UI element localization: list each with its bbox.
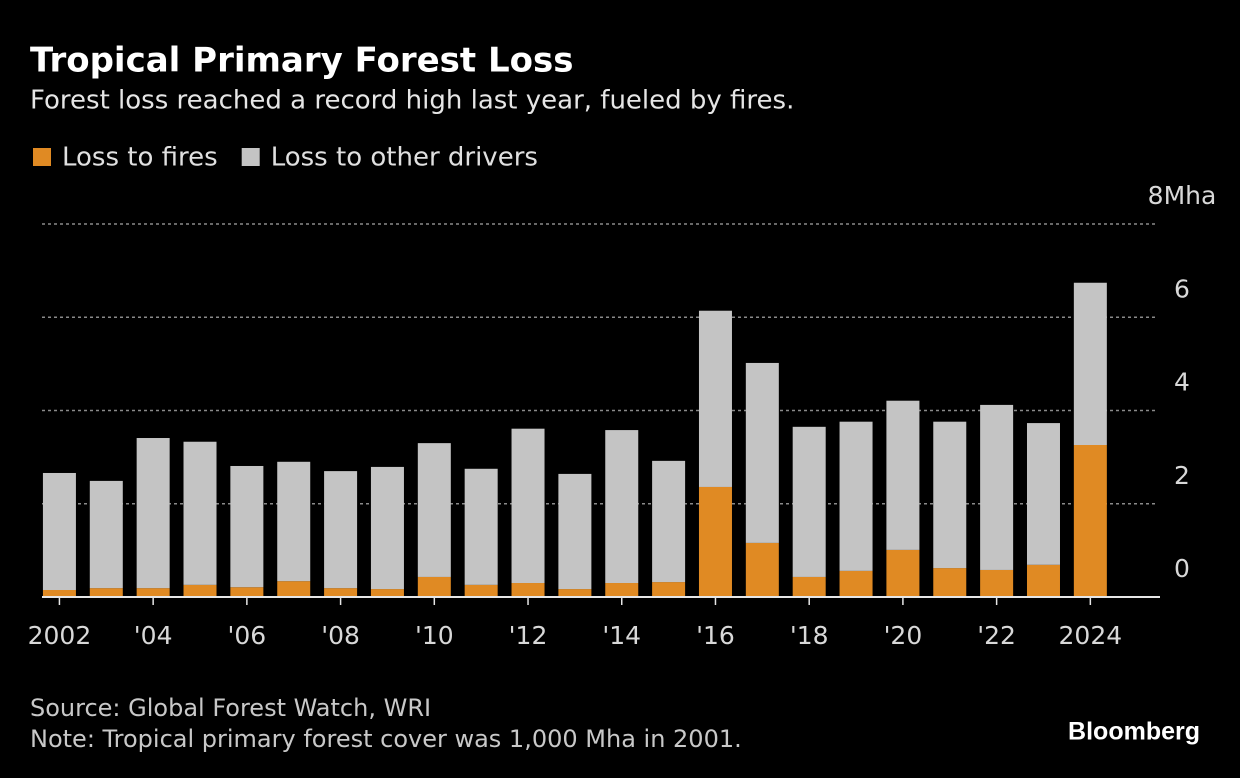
bar-segment: [558, 473, 592, 590]
bar-segment: [370, 589, 404, 597]
bar-segment: [417, 443, 451, 577]
x-tick-label: 2002: [28, 621, 92, 650]
x-tick-label: '08: [321, 621, 360, 650]
legend-swatch: [241, 148, 260, 166]
source: Source: Global Forest Watch, WRI: [30, 694, 431, 722]
bar-segment: [230, 465, 264, 588]
bar-segment: [511, 428, 545, 584]
bar-segment: [1026, 423, 1060, 565]
y-tick-label: 4: [1174, 368, 1190, 397]
x-tick-label: 2024: [1059, 621, 1123, 650]
bar-segment: [792, 426, 826, 577]
bar-segment: [652, 582, 686, 597]
x-tick-label: '22: [977, 621, 1016, 650]
bar-segment: [605, 430, 639, 584]
x-tick-label: '10: [415, 621, 454, 650]
bar-segment: [42, 472, 76, 591]
bar-segment: [464, 584, 498, 597]
bar-segment: [980, 404, 1014, 570]
brand-logo: Bloomberg: [1068, 718, 1200, 746]
bar-segment: [792, 576, 826, 597]
bar-segment: [183, 584, 217, 597]
y-tick-label: 0: [1174, 554, 1190, 583]
bar-segment: [277, 581, 311, 597]
chart-subtitle: Forest loss reached a record high last y…: [30, 86, 794, 116]
bar-segment: [933, 568, 967, 597]
y-tick-label: 2: [1174, 461, 1190, 490]
x-tick-label: '18: [790, 621, 829, 650]
bar-segment: [183, 441, 217, 585]
bar-segment: [839, 421, 873, 571]
bar-segment: [839, 570, 873, 597]
x-tick-label: '16: [696, 621, 735, 650]
y-tick-label: 6: [1174, 274, 1190, 303]
chart-title: Tropical Primary Forest Loss: [30, 41, 574, 81]
bar-segment: [89, 480, 123, 589]
bar-segment: [464, 468, 498, 585]
x-tick-label: '14: [602, 621, 641, 650]
bar-segment: [324, 471, 358, 589]
legend-swatch: [33, 148, 51, 166]
bar-segment: [1073, 445, 1107, 597]
bar-segment: [511, 583, 545, 597]
bar-segment: [698, 486, 732, 597]
legend-label: Loss to other drivers: [271, 143, 538, 173]
bar-segment: [745, 362, 779, 543]
bar-segment: [1073, 282, 1107, 446]
bar-segment: [324, 588, 358, 597]
y-tick-label: 8Mha: [1148, 181, 1217, 210]
x-tick-label: '06: [228, 621, 267, 650]
bar-segment: [886, 400, 920, 550]
bar-segment: [42, 590, 76, 597]
x-tick-label: '20: [884, 621, 923, 650]
bar-segment: [933, 421, 967, 569]
bar-segment: [89, 588, 123, 597]
x-tick-label: '12: [509, 621, 548, 650]
x-tick-label: '04: [134, 621, 173, 650]
bar-segment: [230, 587, 264, 597]
bar-segment: [136, 588, 170, 597]
bar-segment: [277, 461, 311, 582]
bar-segment: [370, 466, 404, 590]
bar-segment: [886, 549, 920, 597]
bar-segment: [417, 576, 451, 597]
bar-segment: [698, 310, 732, 487]
bar-segment: [745, 542, 779, 597]
bar-segment: [605, 583, 639, 597]
note: Note: Tropical primary forest cover was …: [30, 725, 742, 753]
bar-segment: [1026, 564, 1060, 597]
bar-segment: [558, 589, 592, 597]
legend-label: Loss to fires: [62, 143, 218, 173]
bar-segment: [652, 460, 686, 583]
bar-segment: [980, 569, 1014, 597]
bar-segment: [136, 438, 170, 589]
